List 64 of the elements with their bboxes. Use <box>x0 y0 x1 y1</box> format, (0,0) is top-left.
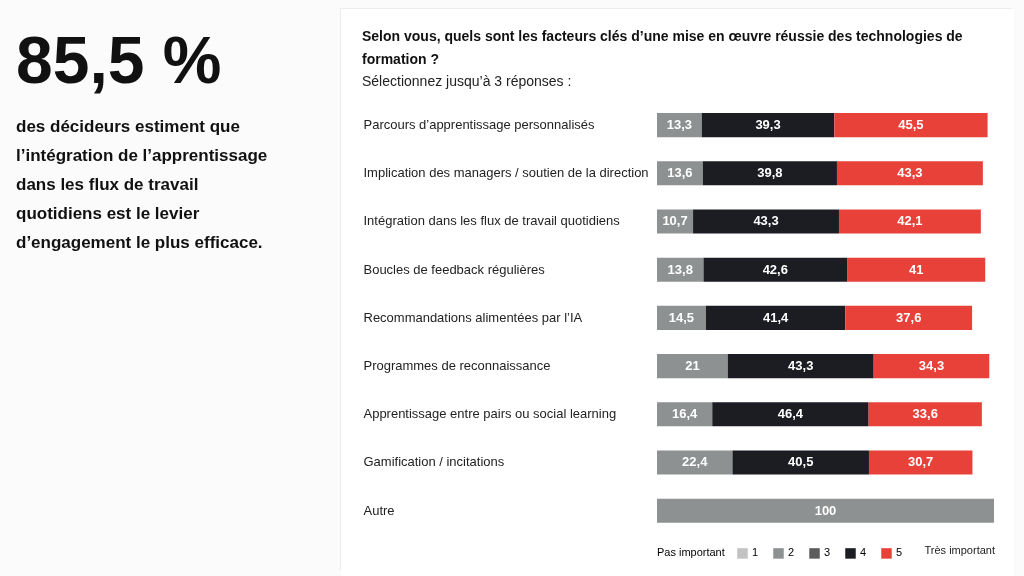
bar <box>838 209 981 234</box>
y-tick-label: Programmes de reconnaissance <box>363 358 551 374</box>
legend-label: 5 <box>896 546 903 559</box>
bar <box>836 161 983 186</box>
data-label: 46,4 <box>777 406 804 422</box>
bar <box>657 450 733 475</box>
bar <box>727 354 874 379</box>
data-label: 42,1 <box>897 213 923 229</box>
data-label: 22,4 <box>682 454 709 470</box>
data-label: 43,3 <box>897 165 923 181</box>
data-label: 21 <box>685 358 700 374</box>
bar <box>712 402 869 427</box>
bar <box>703 257 848 282</box>
bar <box>657 498 994 523</box>
data-label: 30,7 <box>908 454 934 470</box>
data-label: 43,3 <box>788 358 814 374</box>
text: des décideurs estiment que l’intégration de l’apprentissage dans les flux de travail quotidiens est le levier d’engagement le plus efficace. <box>16 116 269 254</box>
legend-title: Pas important <box>657 545 725 558</box>
legend-label: 2 <box>788 546 795 559</box>
data-label: 37,6 <box>896 309 922 325</box>
data-label: 45,5 <box>898 117 924 133</box>
legend-label: 3 <box>824 546 831 559</box>
legend-label: 1 <box>752 546 759 559</box>
bar <box>705 305 846 330</box>
y-tick-label: Boucles de feedback régulières <box>363 261 546 277</box>
data-label: 13,8 <box>667 261 693 277</box>
data-label: 39,8 <box>757 165 783 181</box>
y-tick-label: Parcours d’apprentissage personnalisés <box>363 117 595 133</box>
text: 85,5 % <box>16 22 223 98</box>
y-tick-label: Gamification / incitations <box>363 454 505 470</box>
data-label: 13,3 <box>666 117 693 133</box>
data-label: 42,6 <box>762 261 788 277</box>
bar <box>845 305 973 330</box>
bar <box>702 161 837 186</box>
data-label: 41,4 <box>762 309 790 325</box>
bar <box>693 209 839 234</box>
bar <box>868 402 982 427</box>
chart-title: Selon vous, quels sont les facteurs clés d’une mise en œuvre réussie des technologies de formation ? <box>362 27 964 69</box>
data-label: 13,6 <box>667 165 693 181</box>
bar <box>701 113 835 138</box>
data-label: 16,4 <box>671 406 699 422</box>
bar <box>732 450 869 475</box>
y-tick-label: Recommandations alimentées par l’IA <box>363 309 583 325</box>
text: Sélectionnez jusqu’à 3 réponses : <box>362 73 572 89</box>
bar <box>834 113 988 138</box>
data-label: 33,6 <box>912 406 938 422</box>
data-label: 14,5 <box>668 309 695 325</box>
data-label: 10,7 <box>662 213 688 229</box>
y-tick-label: Autre <box>363 502 395 518</box>
data-label: 41 <box>908 261 924 277</box>
y-tick-label: Apprentissage entre pairs ou social learning <box>363 406 617 422</box>
bar <box>868 450 973 475</box>
data-label: 34,3 <box>918 358 945 374</box>
y-tick-label: Intégration dans les flux de travail quotidiens <box>363 213 621 229</box>
data-label: 40,5 <box>788 454 814 470</box>
text: Très important <box>924 543 995 556</box>
bar <box>873 354 990 379</box>
data-label: 43,3 <box>753 213 779 229</box>
bar <box>657 354 728 379</box>
data-label: 39,3 <box>755 117 781 133</box>
legend-label: 4 <box>860 546 867 559</box>
y-tick-label: Implication des managers / soutien de la direction <box>363 165 649 181</box>
data-label: 100 <box>814 502 837 518</box>
bar <box>847 257 986 282</box>
